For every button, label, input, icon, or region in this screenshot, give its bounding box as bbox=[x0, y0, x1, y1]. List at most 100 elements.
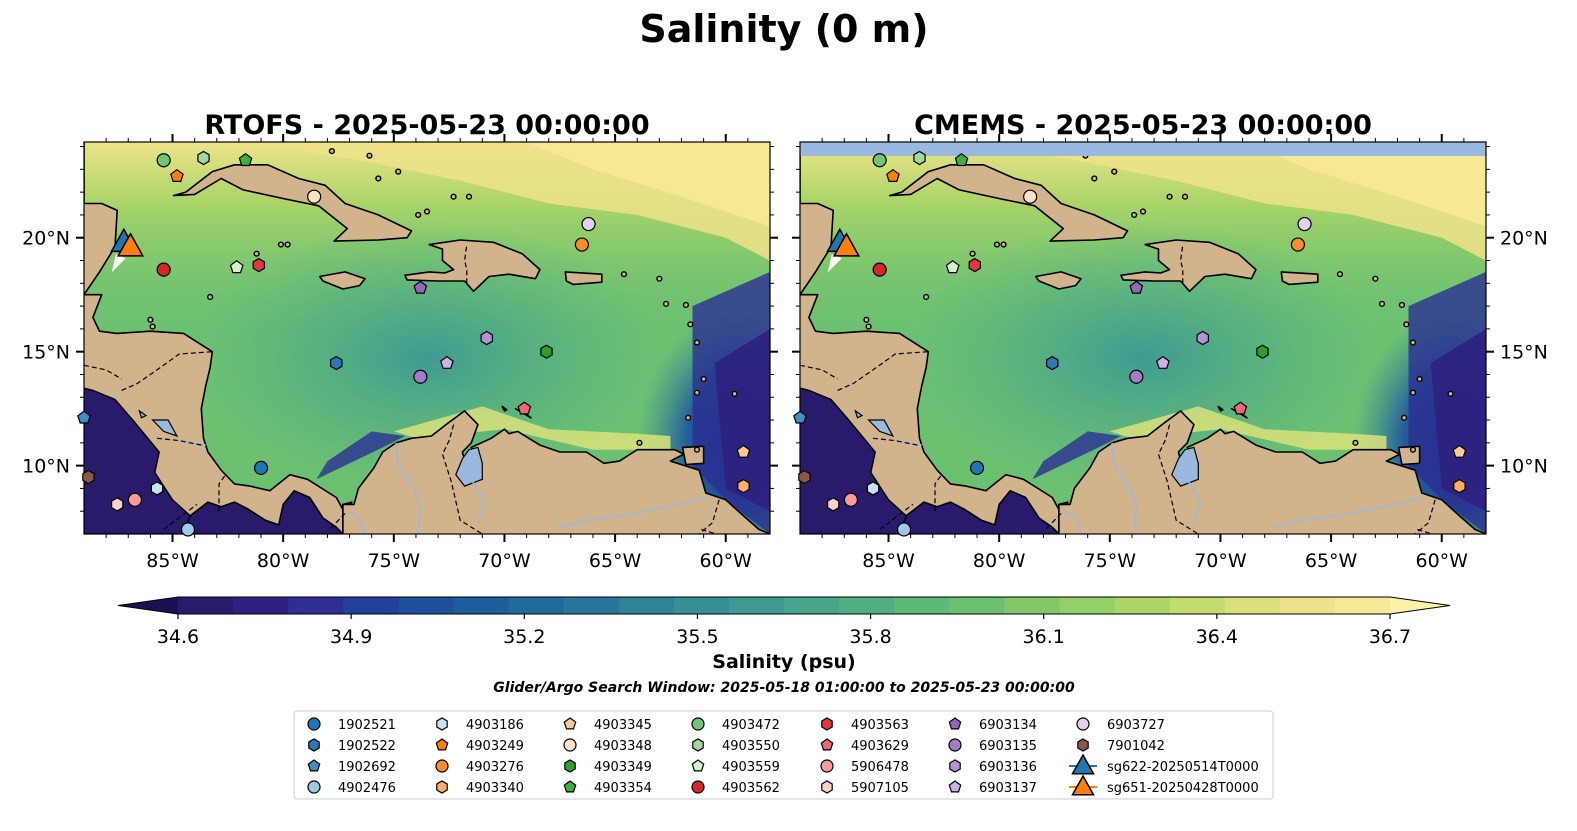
legend-label: 5907105 bbox=[851, 781, 909, 796]
river bbox=[395, 442, 422, 534]
river bbox=[1186, 478, 1202, 523]
islet bbox=[1336, 271, 1344, 278]
islet bbox=[1131, 211, 1138, 219]
islet bbox=[682, 301, 690, 309]
land-puerto-rico bbox=[1280, 271, 1319, 286]
float-marker-4903349 bbox=[1256, 344, 1269, 359]
cmems-map-panel: CMEMS - 2025-05-23 00:00:00 85°W 80°W 75°W… bbox=[792, 110, 1548, 572]
legend-marker bbox=[436, 717, 448, 731]
float-marker-4903276 bbox=[574, 237, 590, 252]
float-marker-4903562 bbox=[872, 262, 887, 277]
colorbar-segment bbox=[1059, 597, 1116, 614]
country-border bbox=[934, 474, 943, 512]
colorbar-segment bbox=[949, 597, 1005, 614]
longitude-tick-label: 70°W bbox=[478, 550, 531, 572]
islet bbox=[1398, 301, 1406, 309]
legend-label: 4902476 bbox=[338, 781, 396, 796]
legend-marker bbox=[435, 759, 449, 773]
islet bbox=[693, 446, 701, 453]
figure-title: Salinity (0 m) bbox=[639, 7, 928, 51]
colorbar-segment bbox=[784, 597, 840, 614]
islet bbox=[993, 241, 1001, 248]
islet bbox=[147, 316, 154, 323]
legend-label: 4903276 bbox=[466, 760, 524, 775]
country-border bbox=[837, 351, 929, 391]
islet bbox=[636, 439, 643, 446]
islet bbox=[328, 148, 335, 155]
longitude-tick-label: 80°W bbox=[973, 550, 1026, 572]
longitude-tick-label: 85°W bbox=[862, 550, 915, 572]
lake-nicaragua bbox=[867, 419, 895, 438]
islet bbox=[366, 152, 373, 159]
islet bbox=[863, 316, 870, 323]
longitude-tick-label: 75°W bbox=[368, 550, 421, 572]
islet bbox=[700, 375, 707, 383]
colorbar-segment bbox=[178, 597, 234, 614]
float-marker-6903136 bbox=[1196, 330, 1210, 346]
islet bbox=[1111, 168, 1118, 175]
islet bbox=[375, 175, 382, 182]
legend-marker bbox=[563, 738, 577, 752]
float-marker-6903134 bbox=[413, 280, 428, 294]
islet bbox=[465, 193, 473, 200]
float-marker-4903472 bbox=[872, 153, 887, 168]
legend-label: 4903559 bbox=[722, 760, 780, 775]
colorbar-segment bbox=[453, 597, 510, 614]
float-marker-4903249 bbox=[170, 168, 184, 182]
colorbar-tick-label: 36.4 bbox=[1196, 626, 1238, 648]
float-marker-4902476 bbox=[180, 522, 196, 537]
float-marker-1902692 bbox=[793, 410, 807, 424]
float-marker-6903137 bbox=[439, 355, 454, 369]
longitude-tick-label: 65°W bbox=[589, 550, 642, 572]
latitude-tick-label: 15°N bbox=[1500, 342, 1548, 364]
land-jamaica bbox=[1034, 271, 1082, 290]
islet bbox=[865, 323, 872, 330]
latitude-tick-label: 20°N bbox=[22, 228, 70, 250]
land-hispaniola bbox=[1120, 239, 1257, 293]
float-marker-4903562 bbox=[156, 262, 171, 277]
legend-label: 6903137 bbox=[979, 781, 1037, 796]
legend-marker bbox=[307, 780, 321, 794]
float-marker-5906478 bbox=[127, 492, 142, 507]
colorbar-tick-label: 36.1 bbox=[1023, 626, 1065, 648]
islet bbox=[923, 293, 930, 301]
float-marker-4903249 bbox=[886, 168, 900, 182]
map-content bbox=[84, 142, 770, 534]
float-marker-4903559 bbox=[945, 260, 960, 274]
legend-label: 6903727 bbox=[1107, 718, 1165, 733]
legend-marker bbox=[948, 780, 962, 793]
orinoco-core bbox=[714, 328, 770, 512]
river bbox=[1273, 496, 1422, 528]
glider-track-highlight bbox=[111, 254, 126, 273]
float-marker-4903563 bbox=[252, 257, 265, 273]
land-south-america bbox=[341, 410, 770, 534]
legend-marker bbox=[308, 738, 320, 752]
islet bbox=[423, 208, 431, 215]
float-marker-4903559 bbox=[229, 260, 244, 274]
float-marker-5907105 bbox=[826, 497, 840, 512]
float-marker-6903136 bbox=[480, 330, 493, 346]
land-cuba bbox=[172, 164, 413, 242]
country-border bbox=[163, 503, 198, 530]
glider-track-highlight bbox=[827, 254, 842, 273]
atlantic-saline-core bbox=[1242, 142, 1486, 227]
country-border bbox=[441, 424, 483, 534]
float-marker-4903472 bbox=[156, 153, 171, 168]
islet bbox=[687, 321, 694, 328]
legend-marker bbox=[821, 780, 833, 794]
colorbar-segment bbox=[728, 597, 785, 614]
longitude-tick-label: 80°W bbox=[257, 550, 310, 572]
colorbar-tick-label: 35.5 bbox=[676, 626, 718, 648]
float-marker-4903354 bbox=[954, 152, 969, 167]
colorbar-segment bbox=[673, 597, 730, 614]
country-border bbox=[329, 513, 346, 530]
legend-label: 4903550 bbox=[722, 739, 780, 754]
legend-label: 4903563 bbox=[851, 718, 909, 733]
legend-label: 4903249 bbox=[466, 739, 524, 754]
land-south-america bbox=[1057, 410, 1486, 534]
colorbar-segment bbox=[1114, 597, 1171, 614]
colorbar-tick-label: 35.2 bbox=[503, 626, 545, 648]
legend-marker bbox=[307, 759, 321, 772]
islet bbox=[253, 250, 260, 257]
